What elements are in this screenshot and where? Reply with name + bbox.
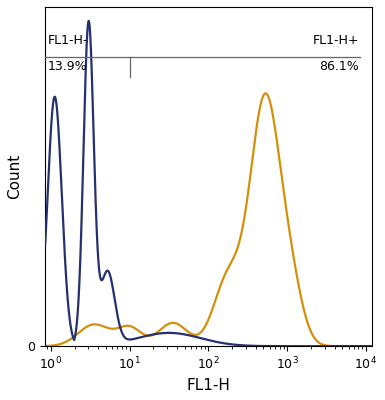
Text: 13.9%: 13.9% <box>48 60 87 73</box>
Text: FL1-H-: FL1-H- <box>48 34 88 47</box>
Text: 86.1%: 86.1% <box>319 60 359 73</box>
Y-axis label: Count: Count <box>7 154 22 199</box>
Text: FL1-H+: FL1-H+ <box>313 34 359 47</box>
X-axis label: FL1-H: FL1-H <box>187 378 231 393</box>
